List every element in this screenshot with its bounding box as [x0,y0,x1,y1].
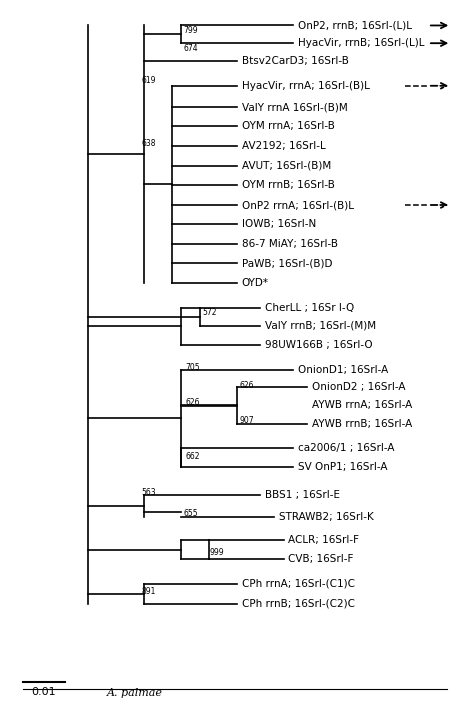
Text: 655: 655 [183,509,198,518]
Text: 626: 626 [186,398,201,408]
Text: STRAWB2; 16SrI-K: STRAWB2; 16SrI-K [279,511,374,521]
Text: CPh rrnB; 16SrI-(C2)C: CPh rrnB; 16SrI-(C2)C [242,599,355,609]
Text: OnionD2 ; 16SrI-A: OnionD2 ; 16SrI-A [311,383,405,392]
Text: ValY rrnB; 16SrI-(M)M: ValY rrnB; 16SrI-(M)M [265,321,376,331]
Text: AYWB rrnA; 16SrI-A: AYWB rrnA; 16SrI-A [311,400,412,410]
Text: CherLL ; 16Sr I-Q: CherLL ; 16Sr I-Q [265,303,354,313]
Text: OnP2, rrnB; 16SrI-(L)L: OnP2, rrnB; 16SrI-(L)L [298,20,411,30]
Text: 572: 572 [202,308,217,317]
Text: 907: 907 [239,416,254,425]
Text: A. palmae: A. palmae [107,688,163,698]
Text: 0.01: 0.01 [31,687,56,697]
Text: CVB; 16SrI-F: CVB; 16SrI-F [288,554,354,564]
Text: 891: 891 [142,587,156,596]
Text: SV OnP1; 16SrI-A: SV OnP1; 16SrI-A [298,462,387,472]
Text: OnionD1; 16SrI-A: OnionD1; 16SrI-A [298,365,388,375]
Text: OYD*: OYD* [242,278,269,288]
Text: OYM rrnA; 16SrI-B: OYM rrnA; 16SrI-B [242,121,335,131]
Text: CPh rrnA; 16SrI-(C1)C: CPh rrnA; 16SrI-(C1)C [242,579,355,589]
Text: Btsv2CarD3; 16SrI-B: Btsv2CarD3; 16SrI-B [242,56,348,66]
Text: AVUT; 16SrI-(B)M: AVUT; 16SrI-(B)M [242,161,331,171]
Text: 799: 799 [183,26,198,35]
Text: 999: 999 [209,548,224,556]
Text: OnP2 rrnA; 16SrI-(B)L: OnP2 rrnA; 16SrI-(B)L [242,200,354,210]
Text: 98UW166B ; 16SrI-O: 98UW166B ; 16SrI-O [265,340,373,350]
Text: PaWB; 16SrI-(B)D: PaWB; 16SrI-(B)D [242,258,332,269]
Text: 638: 638 [142,139,156,149]
Text: ACLR; 16SrI-F: ACLR; 16SrI-F [288,535,359,545]
Text: 705: 705 [186,363,201,372]
Text: IOWB; 16SrI-N: IOWB; 16SrI-N [242,219,316,229]
Text: 626: 626 [239,381,254,390]
Text: 662: 662 [186,452,201,462]
Text: AV2192; 16SrI-L: AV2192; 16SrI-L [242,141,326,151]
Text: HyacVir, rrnB; 16SrI-(L)L: HyacVir, rrnB; 16SrI-(L)L [298,38,424,48]
Text: 86-7 MiAY; 16SrI-B: 86-7 MiAY; 16SrI-B [242,239,337,249]
Text: BBS1 ; 16SrI-E: BBS1 ; 16SrI-E [265,490,340,500]
Text: 619: 619 [142,76,156,85]
Text: AYWB rrnB; 16SrI-A: AYWB rrnB; 16SrI-A [311,419,412,429]
Text: ValY rrnA 16SrI-(B)M: ValY rrnA 16SrI-(B)M [242,102,347,112]
Text: 563: 563 [142,488,156,497]
Text: OYM rrnB; 16SrI-B: OYM rrnB; 16SrI-B [242,180,335,190]
Text: HyacVir, rrnA; 16SrI-(B)L: HyacVir, rrnA; 16SrI-(B)L [242,81,370,90]
Text: 674: 674 [183,44,198,52]
Text: ca2006/1 ; 16SrI-A: ca2006/1 ; 16SrI-A [298,443,394,453]
